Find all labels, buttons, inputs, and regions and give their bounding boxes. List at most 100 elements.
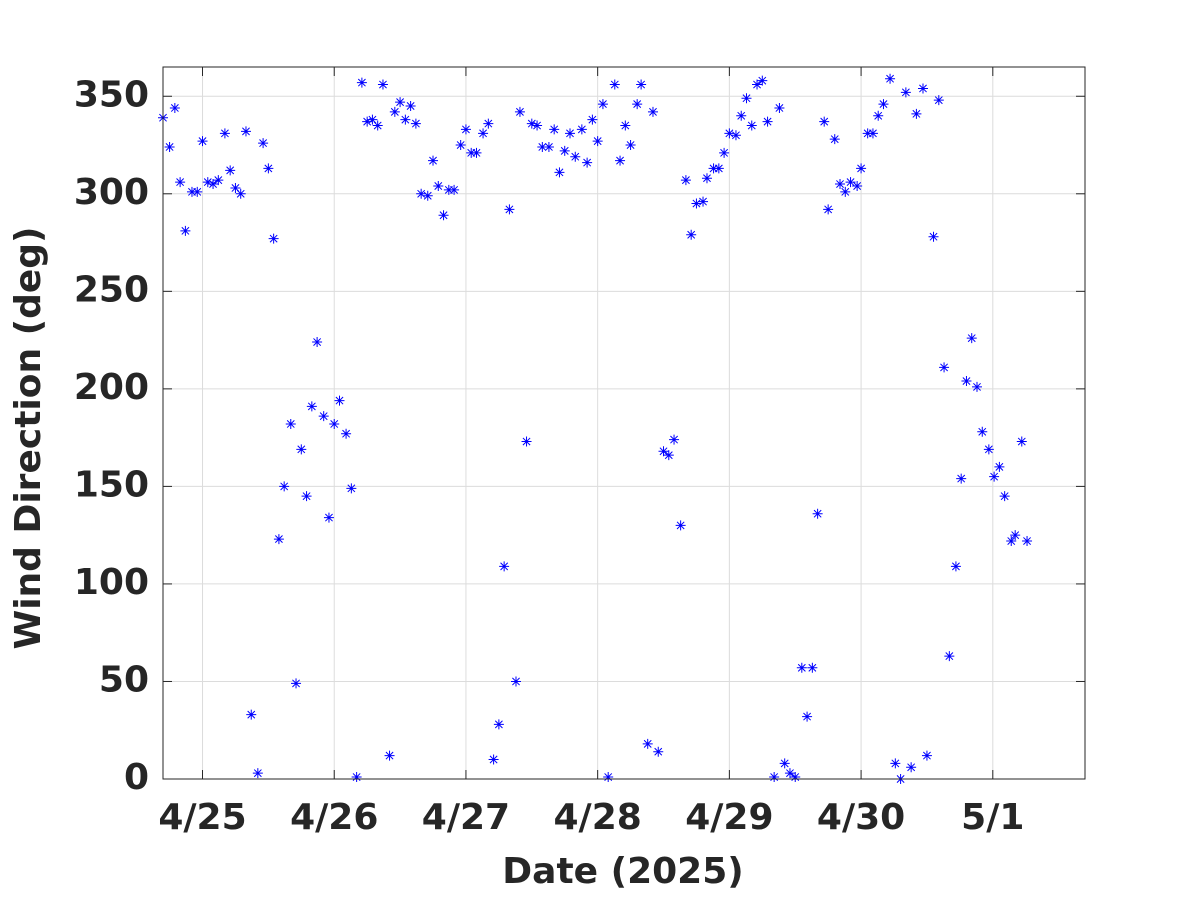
data-point bbox=[663, 450, 674, 461]
data-point bbox=[691, 198, 702, 209]
data-point bbox=[823, 204, 834, 215]
data-point bbox=[438, 210, 449, 221]
data-point bbox=[819, 116, 830, 127]
data-point bbox=[532, 120, 543, 131]
data-point bbox=[202, 177, 213, 188]
data-point bbox=[443, 184, 454, 195]
y-tick-label: 150 bbox=[74, 464, 149, 505]
data-point bbox=[164, 141, 175, 152]
data-point bbox=[845, 177, 856, 188]
data-point bbox=[939, 362, 950, 373]
data-point bbox=[372, 120, 383, 131]
data-point bbox=[873, 110, 884, 121]
data-point bbox=[208, 179, 219, 190]
y-tick-label: 50 bbox=[99, 659, 149, 700]
data-point bbox=[636, 79, 647, 90]
data-point bbox=[1006, 536, 1017, 547]
data-point bbox=[736, 110, 747, 121]
data-point bbox=[219, 128, 230, 139]
data-point bbox=[675, 520, 686, 531]
x-tick-label: 4/26 bbox=[290, 797, 378, 838]
data-point bbox=[252, 768, 263, 779]
x-axis-label: Date (2025) bbox=[502, 851, 743, 892]
y-tick-label: 300 bbox=[74, 172, 149, 213]
data-point bbox=[521, 436, 532, 447]
data-point bbox=[669, 434, 680, 445]
data-point bbox=[301, 491, 312, 502]
data-point bbox=[466, 147, 477, 158]
y-tick-label: 200 bbox=[74, 367, 149, 408]
data-point bbox=[240, 126, 251, 137]
data-point bbox=[268, 233, 279, 244]
data-point bbox=[410, 118, 421, 129]
data-point bbox=[570, 151, 581, 162]
data-point bbox=[526, 118, 537, 129]
data-point bbox=[389, 106, 400, 117]
data-point bbox=[609, 79, 620, 90]
data-point bbox=[802, 711, 813, 722]
data-point bbox=[724, 128, 735, 139]
data-point bbox=[225, 165, 236, 176]
data-point bbox=[576, 124, 587, 135]
data-point bbox=[956, 473, 967, 484]
x-tick-label: 4/30 bbox=[817, 797, 905, 838]
data-point bbox=[928, 231, 939, 242]
data-point bbox=[878, 99, 889, 110]
data-point bbox=[906, 762, 917, 773]
data-point bbox=[852, 180, 863, 191]
data-point bbox=[1016, 436, 1027, 447]
data-point bbox=[592, 136, 603, 147]
data-point bbox=[306, 401, 317, 412]
data-point bbox=[499, 561, 510, 572]
data-point bbox=[796, 662, 807, 673]
data-point bbox=[741, 93, 752, 104]
data-point bbox=[549, 124, 560, 135]
data-point bbox=[318, 411, 329, 422]
y-axis-label: Wind Direction (deg) bbox=[8, 226, 49, 649]
data-point bbox=[625, 140, 636, 151]
data-point bbox=[757, 75, 768, 86]
data-point bbox=[615, 155, 626, 166]
data-point bbox=[762, 116, 773, 127]
data-point bbox=[197, 136, 208, 147]
data-point bbox=[647, 106, 658, 117]
data-point bbox=[273, 534, 284, 545]
data-point bbox=[856, 163, 867, 174]
data-point bbox=[933, 95, 944, 106]
data-point bbox=[428, 155, 439, 166]
data-point bbox=[514, 106, 525, 117]
data-point bbox=[774, 102, 785, 113]
data-point bbox=[807, 662, 818, 673]
data-point bbox=[230, 182, 241, 193]
data-point bbox=[769, 772, 780, 783]
data-point bbox=[554, 167, 565, 178]
data-point bbox=[730, 130, 741, 141]
data-point bbox=[994, 461, 1005, 472]
axes-box bbox=[162, 66, 1086, 780]
data-point bbox=[504, 204, 515, 215]
data-point bbox=[329, 418, 340, 429]
data-point bbox=[323, 512, 334, 523]
data-point bbox=[983, 444, 994, 455]
data-point bbox=[246, 709, 257, 720]
data-point bbox=[395, 97, 406, 108]
data-point bbox=[405, 101, 416, 112]
data-point bbox=[169, 102, 180, 113]
data-point bbox=[582, 157, 593, 168]
data-point bbox=[862, 128, 873, 139]
data-point bbox=[900, 87, 911, 98]
data-point bbox=[192, 186, 203, 197]
data-point bbox=[186, 186, 197, 197]
data-point bbox=[471, 147, 482, 158]
data-point bbox=[603, 772, 614, 783]
data-point bbox=[829, 134, 840, 145]
data-point bbox=[911, 108, 922, 119]
data-point bbox=[752, 79, 763, 90]
data-point bbox=[460, 124, 471, 135]
data-point bbox=[362, 116, 373, 127]
y-tick-label: 350 bbox=[74, 74, 149, 115]
data-point bbox=[213, 175, 224, 186]
data-point bbox=[543, 141, 554, 152]
data-point bbox=[1010, 530, 1021, 541]
